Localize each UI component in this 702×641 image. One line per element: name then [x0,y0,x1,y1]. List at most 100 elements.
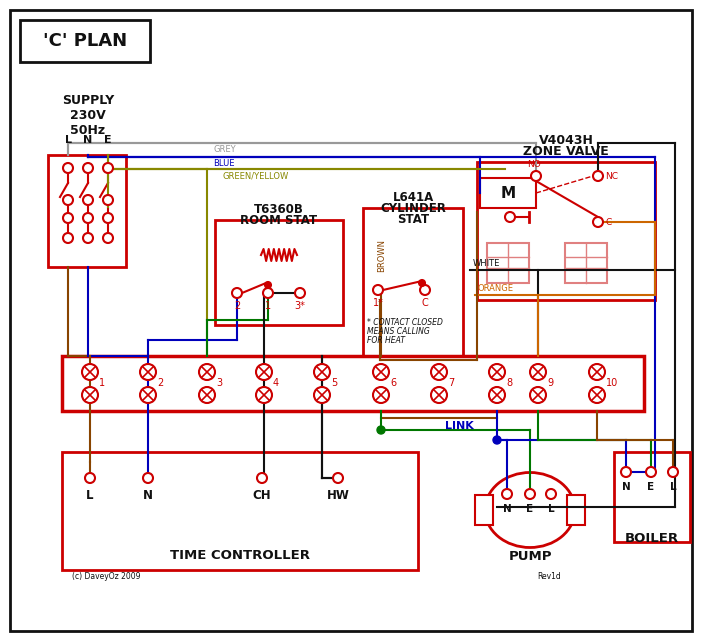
Circle shape [103,163,113,173]
Text: 10: 10 [606,378,618,388]
Circle shape [431,387,447,403]
Text: N: N [503,504,511,514]
Circle shape [103,233,113,243]
Text: L: L [670,482,676,492]
Text: 1*: 1* [373,298,383,308]
Text: ORANGE: ORANGE [477,284,513,293]
Circle shape [295,288,305,298]
Text: C: C [605,217,611,226]
Circle shape [493,436,501,444]
Text: E: E [647,482,654,492]
Circle shape [502,489,512,499]
Text: FOR HEAT: FOR HEAT [367,336,405,345]
Circle shape [263,288,273,298]
FancyBboxPatch shape [363,208,463,360]
Text: CYLINDER: CYLINDER [380,202,446,215]
Circle shape [593,171,603,181]
Circle shape [431,364,447,380]
Text: 230V: 230V [70,108,106,122]
Circle shape [143,473,153,483]
Circle shape [140,364,156,380]
Circle shape [82,387,98,403]
Text: CH: CH [253,489,271,502]
Text: * CONTACT CLOSED: * CONTACT CLOSED [367,318,443,327]
Text: 1: 1 [99,378,105,388]
Text: 5: 5 [331,378,337,388]
Text: L: L [65,135,72,145]
Text: HW: HW [326,489,350,502]
Circle shape [525,489,535,499]
Circle shape [505,212,515,222]
FancyBboxPatch shape [475,495,493,525]
Circle shape [530,364,546,380]
Circle shape [314,364,330,380]
Text: GREY: GREY [213,145,236,154]
Text: N: N [84,135,93,145]
Circle shape [199,364,215,380]
Text: 7: 7 [448,378,454,388]
Text: STAT: STAT [397,213,429,226]
Text: SUPPLY: SUPPLY [62,94,114,106]
Circle shape [333,473,343,483]
Circle shape [419,280,425,286]
FancyBboxPatch shape [215,220,343,325]
Circle shape [314,387,330,403]
Circle shape [589,387,605,403]
Text: N: N [143,489,153,502]
Circle shape [265,282,271,288]
Ellipse shape [485,472,575,547]
Text: BLUE: BLUE [213,159,234,168]
Circle shape [593,217,603,227]
Text: C: C [422,298,428,308]
Text: M: M [501,185,515,201]
Circle shape [546,489,556,499]
Circle shape [63,213,73,223]
FancyBboxPatch shape [567,495,585,525]
Text: L: L [548,504,555,514]
Circle shape [377,426,385,434]
Text: 'C' PLAN: 'C' PLAN [43,32,127,50]
Text: V4043H: V4043H [538,134,593,147]
Circle shape [256,364,272,380]
Text: T6360B: T6360B [254,203,304,216]
Circle shape [63,163,73,173]
Circle shape [199,387,215,403]
FancyBboxPatch shape [487,243,529,283]
FancyBboxPatch shape [62,356,644,411]
FancyBboxPatch shape [477,162,655,300]
Text: ROOM STAT: ROOM STAT [241,214,317,227]
Text: E: E [104,135,112,145]
Circle shape [373,285,383,295]
Circle shape [82,364,98,380]
Text: 1: 1 [265,301,271,311]
Text: LINK: LINK [444,421,473,431]
Text: NO: NO [527,160,541,169]
Circle shape [83,163,93,173]
Text: 3: 3 [216,378,222,388]
FancyBboxPatch shape [565,243,607,283]
Circle shape [373,387,389,403]
Text: NC: NC [605,172,618,181]
Circle shape [589,364,605,380]
Circle shape [489,387,505,403]
Text: 4: 4 [273,378,279,388]
Circle shape [63,195,73,205]
FancyBboxPatch shape [10,10,692,631]
Text: 8: 8 [506,378,512,388]
Text: 2: 2 [234,301,240,311]
Circle shape [530,387,546,403]
Circle shape [103,213,113,223]
Text: Rev1d: Rev1d [537,572,561,581]
Text: PUMP: PUMP [508,550,552,563]
Text: N: N [622,482,630,492]
Text: 50Hz: 50Hz [70,124,105,137]
Circle shape [256,387,272,403]
Text: WHITE: WHITE [473,259,501,268]
FancyBboxPatch shape [614,452,690,542]
Text: L: L [86,489,94,502]
Circle shape [63,233,73,243]
FancyBboxPatch shape [48,155,126,267]
Circle shape [373,364,389,380]
Circle shape [83,195,93,205]
Circle shape [621,467,631,477]
